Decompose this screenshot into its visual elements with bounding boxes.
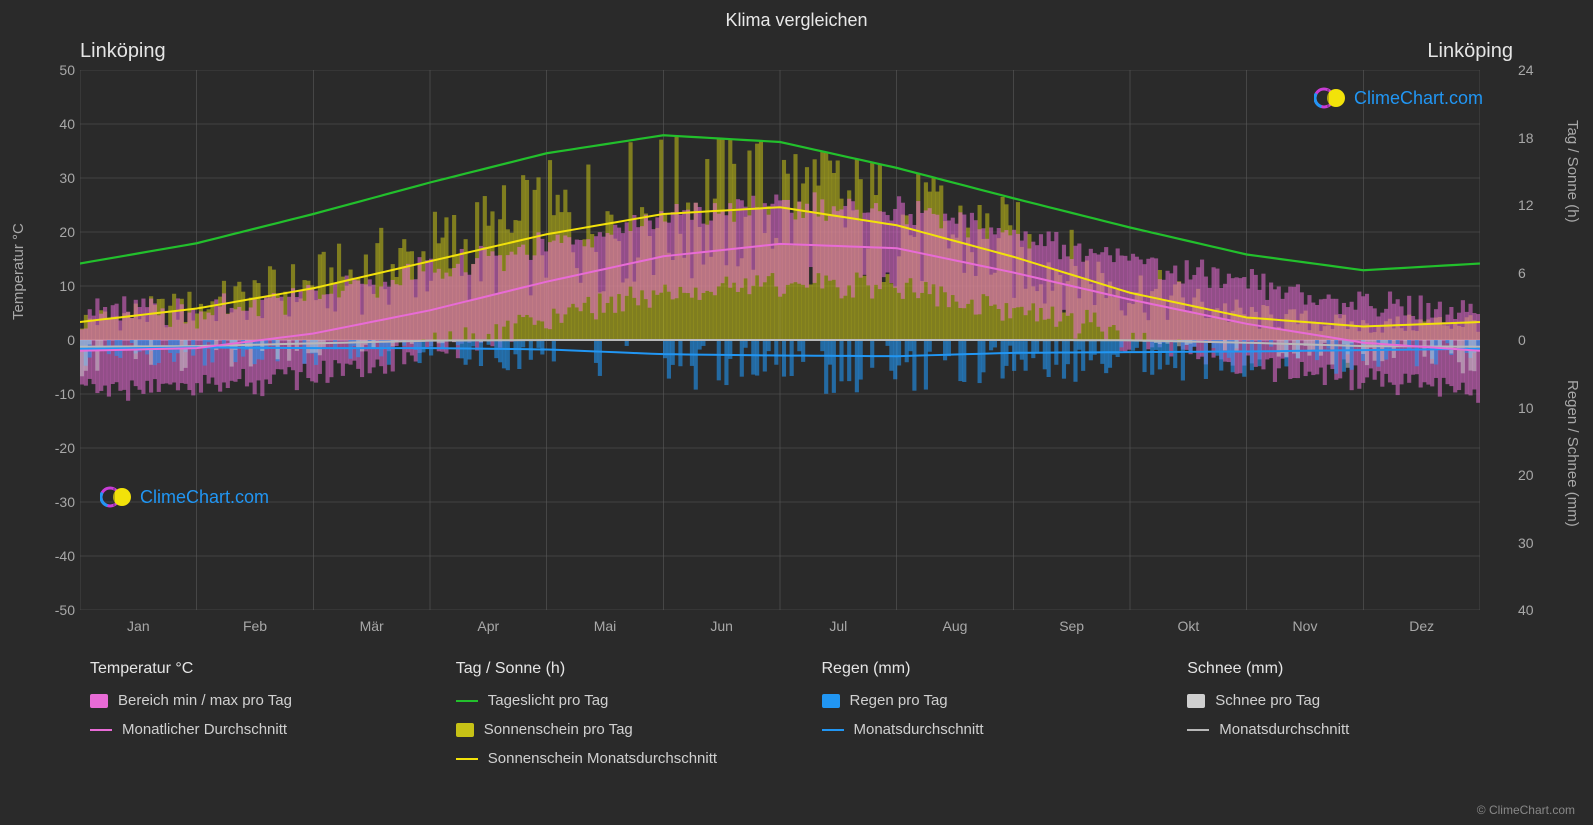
y-left-tick: 0 xyxy=(45,332,75,348)
legend-item: Monatsdurchschnitt xyxy=(822,721,1168,738)
y-right-top-tick: 0 xyxy=(1518,332,1548,348)
y-axis-right-top-label: Tag / Sonne (h) xyxy=(1564,120,1581,223)
legend-label: Regen pro Tag xyxy=(850,692,948,709)
legend-item: Sonnenschein pro Tag xyxy=(456,721,802,738)
month-tick: Aug xyxy=(925,618,985,634)
y-axis-left-label: Temperatur °C xyxy=(10,223,27,320)
month-tick: Okt xyxy=(1158,618,1218,634)
y-right-top-tick: 18 xyxy=(1518,130,1548,146)
month-tick: Sep xyxy=(1042,618,1102,634)
y-right-bot-tick: 10 xyxy=(1518,400,1548,416)
month-tick: Jul xyxy=(808,618,868,634)
y-left-tick: 10 xyxy=(45,278,75,294)
y-right-bot-tick: 20 xyxy=(1518,467,1548,483)
month-tick: Mär xyxy=(342,618,402,634)
legend-line xyxy=(1187,729,1209,731)
month-tick: Jun xyxy=(692,618,752,634)
legend-label: Sonnenschein Monatsdurchschnitt xyxy=(488,750,717,767)
brand-text: ClimeChart.com xyxy=(140,487,269,508)
brand-watermark-top: ClimeChart.com xyxy=(1314,86,1483,110)
credit-text: © ClimeChart.com xyxy=(1477,803,1575,817)
y-axis-right-bot-label: Regen / Schnee (mm) xyxy=(1564,380,1581,527)
legend: Temperatur °C Bereich min / max pro Tag Mo… xyxy=(90,660,1533,779)
y-left-tick: 20 xyxy=(45,224,75,240)
legend-group: Tag / Sonne (h) Tageslicht pro Tag Sonnens… xyxy=(456,660,802,779)
y-left-tick: -40 xyxy=(45,548,75,564)
legend-line xyxy=(456,758,478,760)
legend-item: Bereich min / max pro Tag xyxy=(90,692,436,709)
y-left-tick: 50 xyxy=(45,62,75,78)
y-right-top-tick: 6 xyxy=(1518,265,1548,281)
legend-heading: Tag / Sonne (h) xyxy=(456,660,802,678)
legend-group: Schnee (mm) Schnee pro Tag Monatsdurchschn… xyxy=(1187,660,1533,779)
month-tick: Apr xyxy=(458,618,518,634)
legend-item: Regen pro Tag xyxy=(822,692,1168,709)
legend-label: Monatlicher Durchschnitt xyxy=(122,721,287,738)
legend-label: Schnee pro Tag xyxy=(1215,692,1320,709)
climate-chart xyxy=(80,70,1480,610)
legend-label: Sonnenschein pro Tag xyxy=(484,721,633,738)
brand-text: ClimeChart.com xyxy=(1354,88,1483,109)
y-right-bot-tick: 40 xyxy=(1518,602,1548,618)
legend-swatch xyxy=(822,694,840,708)
legend-label: Bereich min / max pro Tag xyxy=(118,692,292,709)
y-left-tick: -20 xyxy=(45,440,75,456)
legend-label: Monatsdurchschnitt xyxy=(854,721,984,738)
y-left-tick: 30 xyxy=(45,170,75,186)
location-label-right: Linköping xyxy=(1427,40,1513,63)
y-left-tick: -50 xyxy=(45,602,75,618)
legend-item: Sonnenschein Monatsdurchschnitt xyxy=(456,750,802,767)
y-left-tick: -10 xyxy=(45,386,75,402)
legend-group: Regen (mm) Regen pro Tag Monatsdurchschnit… xyxy=(822,660,1168,779)
month-tick: Jan xyxy=(108,618,168,634)
legend-line xyxy=(90,729,112,731)
y-right-bot-tick: 30 xyxy=(1518,535,1548,551)
month-tick: Feb xyxy=(225,618,285,634)
y-right-top-tick: 12 xyxy=(1518,197,1548,213)
legend-heading: Schnee (mm) xyxy=(1187,660,1533,678)
legend-item: Tageslicht pro Tag xyxy=(456,692,802,709)
y-left-tick: 40 xyxy=(45,116,75,132)
legend-item: Monatlicher Durchschnitt xyxy=(90,721,436,738)
y-right-top-tick: 24 xyxy=(1518,62,1548,78)
brand-watermark-bottom: ClimeChart.com xyxy=(100,485,269,509)
legend-item: Monatsdurchschnitt xyxy=(1187,721,1533,738)
location-label-left: Linköping xyxy=(80,40,166,63)
chart-title: Klima vergleichen xyxy=(0,10,1593,31)
legend-group: Temperatur °C Bereich min / max pro Tag Mo… xyxy=(90,660,436,779)
legend-label: Monatsdurchschnitt xyxy=(1219,721,1349,738)
legend-swatch xyxy=(90,694,108,708)
legend-heading: Regen (mm) xyxy=(822,660,1168,678)
legend-item: Schnee pro Tag xyxy=(1187,692,1533,709)
legend-swatch xyxy=(456,723,474,737)
legend-line xyxy=(822,729,844,731)
month-tick: Dez xyxy=(1392,618,1452,634)
month-tick: Mai xyxy=(575,618,635,634)
y-left-tick: -30 xyxy=(45,494,75,510)
legend-swatch xyxy=(1187,694,1205,708)
legend-heading: Temperatur °C xyxy=(90,660,436,678)
legend-label: Tageslicht pro Tag xyxy=(488,692,609,709)
legend-line xyxy=(456,700,478,702)
month-tick: Nov xyxy=(1275,618,1335,634)
